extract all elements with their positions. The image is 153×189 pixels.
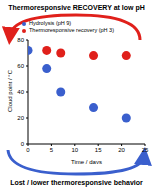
html-text:Lost / lower thermoresponsive: Lost / lower thermoresponsive behavior [10, 179, 143, 186]
svg-text:0: 0 [21, 141, 25, 147]
svg-text:0: 0 [26, 147, 30, 153]
svg-text:Time / days: Time / days [71, 159, 102, 164]
svg-text:5: 5 [50, 147, 54, 153]
html-text:Hydrolysis (pH 9): Hydrolysis (pH 9) [29, 20, 72, 26]
svg-text:25: 25 [142, 147, 145, 153]
svg-text:40: 40 [17, 89, 24, 95]
svg-text:10: 10 [71, 147, 78, 153]
svg-text:15: 15 [95, 147, 102, 153]
html-text:Thermoresponsive RECOVERY at l: Thermoresponsive RECOVERY at low pH [8, 4, 145, 11]
svg-text:20: 20 [118, 147, 125, 153]
svg-text:Cloud point / °C: Cloud point / °C [8, 69, 13, 112]
html-text:Thermoresponsive recovery (pH: Thermoresponsive recovery (pH 3) [29, 27, 114, 33]
svg-text:80: 80 [17, 37, 24, 43]
svg-text:60: 60 [17, 63, 24, 69]
svg-text:20: 20 [17, 115, 24, 121]
